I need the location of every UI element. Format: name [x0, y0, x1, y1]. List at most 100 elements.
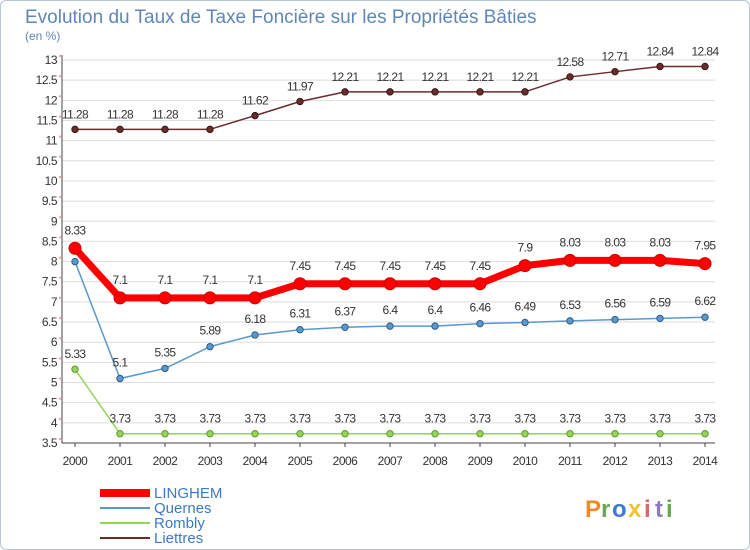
data-point: [656, 62, 664, 71]
data-point: [161, 364, 169, 373]
data-label: 11.28: [62, 107, 89, 121]
data-label: 7.45: [470, 259, 492, 273]
data-point: [656, 430, 664, 438]
data-label: 6.49: [515, 299, 537, 313]
data-point: [296, 430, 304, 438]
data-label: 5.33: [65, 347, 87, 361]
x-tick-label: 2012: [603, 454, 629, 468]
data-label: 8.33: [65, 223, 87, 237]
data-label: 3.73: [470, 412, 492, 426]
data-point: [161, 125, 169, 134]
data-point: [251, 430, 259, 438]
x-tick-label: 2005: [288, 454, 314, 468]
y-tick-label: 7: [51, 295, 58, 309]
legend-label: Liettres: [154, 530, 203, 547]
data-point: [476, 88, 484, 96]
y-tick-label: 4: [51, 416, 58, 430]
data-point: [296, 97, 304, 106]
data-label: 3.73: [155, 412, 177, 426]
data-label: 12.21: [466, 70, 494, 84]
data-point: [116, 125, 124, 134]
data-point: [341, 88, 349, 96]
y-tick-label: 11.5: [37, 113, 58, 127]
data-point: [563, 253, 577, 267]
x-tick-label: 2008: [423, 454, 449, 468]
data-point: [611, 67, 619, 76]
data-label: 12.71: [601, 50, 629, 64]
y-tick-label: 7.5: [42, 275, 58, 289]
chart-subtitle: (en %): [25, 29, 60, 43]
data-point: [611, 315, 619, 324]
data-point: [251, 111, 259, 120]
x-tick-label: 2006: [333, 454, 359, 468]
y-tick-label: 13: [45, 53, 58, 67]
x-tick-label: 2001: [108, 454, 134, 468]
legend-label: Quernes: [154, 500, 212, 517]
y-tick-label: 5.5: [42, 355, 58, 369]
data-labels: 11.28 11.28 11.28 11.28 11.62 11.97 12.21 12.21…: [62, 44, 720, 425]
data-point: [161, 430, 169, 438]
data-label: 3.73: [335, 412, 357, 426]
data-point: [386, 322, 394, 330]
y-tick-label: 6: [51, 335, 58, 349]
data-point: [71, 125, 79, 134]
x-tick-label: 2011: [558, 454, 583, 468]
x-tick-label: 2002: [153, 454, 179, 468]
legend-label: LINGHEM: [154, 485, 222, 502]
data-point: [521, 88, 529, 96]
data-label: 3.73: [560, 412, 582, 426]
data-label: 7.45: [425, 259, 447, 273]
data-label: 3.73: [650, 412, 672, 426]
y-tick-label: 10.5: [36, 154, 58, 168]
data-point: [206, 430, 214, 438]
data-point: [71, 365, 79, 373]
data-label: 11.28: [107, 107, 134, 121]
data-label: 6.56: [605, 297, 627, 311]
data-point: [428, 277, 442, 291]
data-label: 3.73: [605, 412, 627, 426]
data-label: 8.03: [560, 235, 582, 249]
data-point: [251, 331, 259, 339]
data-point: [518, 259, 532, 273]
data-label: 7.45: [290, 259, 312, 273]
data-label: 12.84: [646, 44, 674, 58]
y-tick-label: 5: [51, 376, 58, 390]
data-point: [116, 374, 124, 383]
brand-letter: o: [612, 496, 627, 523]
data-label: 12.21: [511, 70, 539, 84]
data-label: 6.4: [383, 303, 399, 317]
data-point: [341, 430, 349, 438]
data-label: 6.59: [650, 295, 672, 309]
x-tick-label: 2003: [198, 454, 224, 468]
data-label: 6.46: [470, 301, 492, 315]
brand-letter: i: [644, 496, 651, 523]
y-tick-label: 8: [51, 255, 58, 269]
axes: 3.5 4 4.5 5 5.5 6 6.5 7 7.5 8 8.5 9 9.5 10 10.5 11 11.5 1…: [36, 53, 719, 468]
series-lines: [68, 62, 712, 438]
data-point: [566, 317, 574, 325]
data-point: [431, 322, 439, 330]
y-tick-label: 11: [46, 134, 58, 148]
data-point: [386, 430, 394, 438]
data-point: [116, 430, 124, 438]
data-point: [701, 62, 709, 71]
data-point: [521, 318, 529, 327]
brand-letter: P: [585, 496, 601, 523]
data-label: 7.1: [203, 273, 219, 287]
data-point: [431, 430, 439, 438]
data-point: [521, 430, 529, 438]
data-point: [206, 342, 214, 351]
chart-title: Evolution du Taux de Taxe Foncière sur l…: [25, 7, 537, 28]
data-label: 12.21: [331, 70, 359, 84]
data-label: 6.4: [428, 303, 444, 317]
data-point: [473, 277, 487, 291]
x-tick-label: 2004: [243, 454, 269, 468]
data-point: [293, 277, 307, 291]
data-label: 6.18: [245, 312, 267, 326]
y-tick-label: 8.5: [42, 234, 58, 248]
data-label: 3.73: [425, 412, 447, 426]
y-tick-label: 12: [45, 93, 58, 107]
